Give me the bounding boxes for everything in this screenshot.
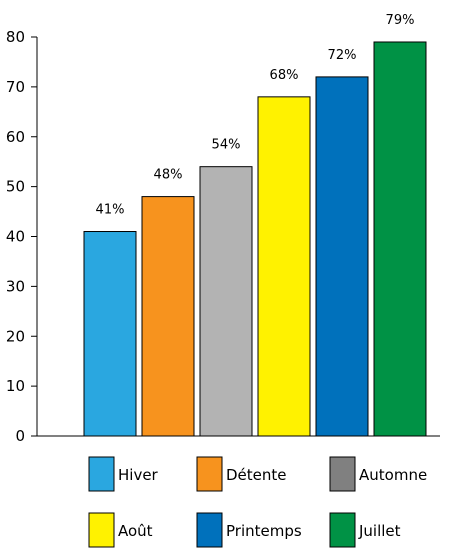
bar-value-label: 41% <box>96 203 125 218</box>
legend-label: Août <box>118 522 153 540</box>
y-tick-label: 30 <box>6 277 25 295</box>
bar-detente <box>141 196 195 437</box>
bar-juillet <box>373 41 427 437</box>
legend-swatch <box>196 512 223 548</box>
bar-aout <box>257 96 311 437</box>
bar-printemps <box>315 76 369 437</box>
legend-swatch <box>196 456 223 492</box>
y-tick-label: 80 <box>6 28 25 46</box>
legend-swatch <box>88 456 115 492</box>
legend-swatch <box>329 456 356 492</box>
y-tick-label: 20 <box>6 327 25 345</box>
bar-automne <box>199 166 253 437</box>
y-tick-label: 70 <box>6 78 25 96</box>
y-tick-label: 10 <box>6 377 25 395</box>
y-tick-label: 40 <box>6 228 25 246</box>
legend-label: Juillet <box>358 522 401 540</box>
y-tick-label: 60 <box>6 128 25 146</box>
y-tick-label: 50 <box>6 178 25 196</box>
bar-value-label: 48% <box>154 168 183 183</box>
bar-value-label: 72% <box>328 48 357 63</box>
legend-swatch <box>88 512 115 548</box>
data-labels: 41% 48% 54% 68% 72% 79% <box>96 13 415 218</box>
legend-label: Printemps <box>226 522 302 540</box>
y-tick-label: 0 <box>15 427 25 445</box>
bar-value-label: 54% <box>212 138 241 153</box>
legend-label: Automne <box>359 466 427 484</box>
axes: 0 10 20 30 40 50 60 70 80 <box>6 28 440 445</box>
bars <box>83 41 427 437</box>
legend: Hiver Détente Automne Août Printemps Juillet <box>88 456 427 548</box>
bar-value-label: 68% <box>270 68 299 83</box>
legend-label: Hiver <box>118 466 159 484</box>
bar-value-label: 79% <box>386 13 415 28</box>
legend-swatch <box>329 512 356 548</box>
bar-hiver <box>83 231 137 437</box>
legend-label: Détente <box>226 466 287 484</box>
